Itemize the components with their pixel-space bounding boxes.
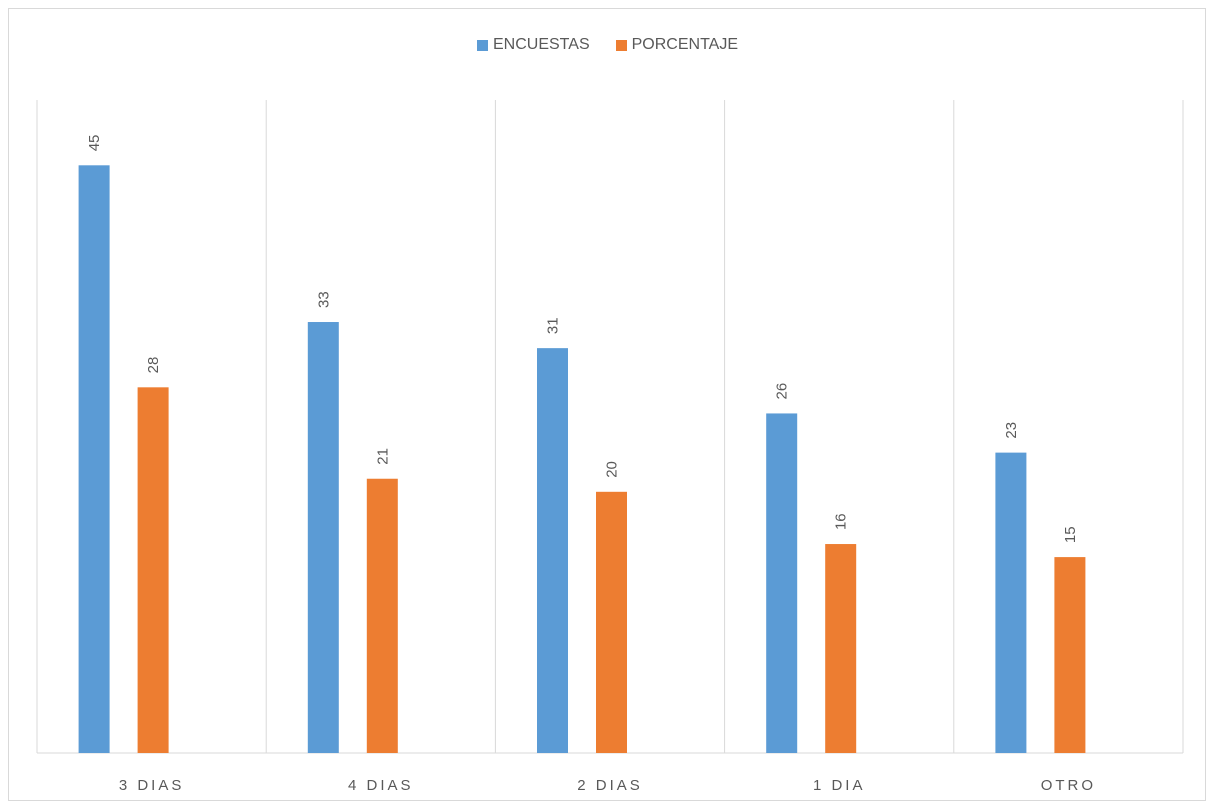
data-label-porcentaje-0: 28 [145, 357, 162, 374]
legend-swatch-encuestas [477, 39, 488, 51]
x-tick-label-1: 4 DIAS [348, 777, 414, 794]
data-label-porcentaje-1: 21 [374, 448, 391, 465]
x-tick-label-4: OTRO [1041, 777, 1096, 794]
bar-porcentaje-2 [596, 491, 627, 753]
legend-label-encuestas: ENCUESTAS [493, 36, 590, 53]
legend-item-encuestas: ENCUESTAS [477, 36, 590, 54]
data-label-porcentaje-2: 20 [604, 461, 621, 478]
legend-item-porcentaje: PORCENTAJE [615, 36, 738, 54]
bar-encuestas-0 [78, 165, 110, 754]
x-tick-label-2: 2 DIAS [577, 777, 643, 794]
data-label-porcentaje-3: 16 [833, 513, 850, 530]
x-tick-label-3: 1 DIA [813, 777, 866, 794]
bar-encuestas-3 [766, 413, 798, 753]
x-tick-label-0: 3 DIAS [119, 777, 185, 794]
data-label-encuestas-4: 23 [1003, 422, 1020, 439]
legend-label-porcentaje: PORCENTAJE [631, 36, 738, 53]
chart-legend: ENCUESTAS PORCENTAJE [0, 36, 1215, 54]
data-label-encuestas-2: 31 [545, 317, 562, 334]
bar-porcentaje-3 [825, 544, 857, 753]
data-label-encuestas-3: 26 [774, 383, 791, 400]
bar-porcentaje-0 [137, 387, 169, 753]
bar-encuestas-4 [995, 452, 1027, 753]
bar-porcentaje-4 [1054, 557, 1086, 753]
bar-porcentaje-1 [366, 478, 398, 753]
data-label-encuestas-0: 45 [86, 135, 103, 152]
data-label-porcentaje-4: 15 [1062, 526, 1079, 543]
bar-encuestas-1 [307, 322, 339, 753]
legend-swatch-porcentaje [615, 39, 627, 51]
bar-encuestas-2 [537, 348, 568, 753]
data-label-encuestas-1: 33 [315, 291, 332, 308]
